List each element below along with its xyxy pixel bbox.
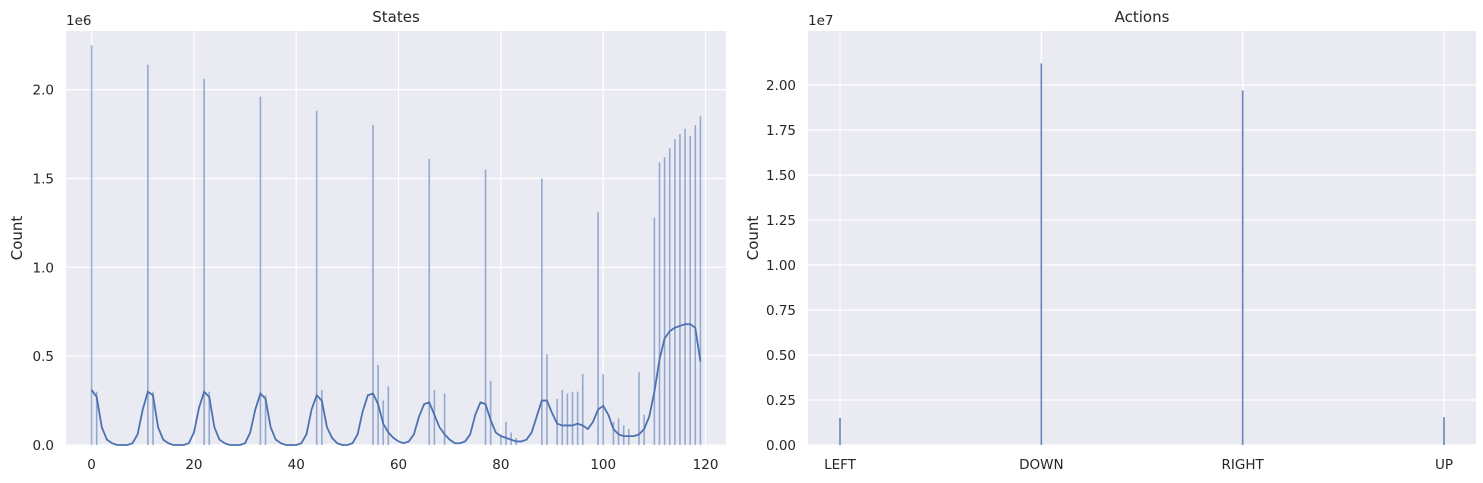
states-bar bbox=[576, 391, 579, 445]
actions-bar-up bbox=[1443, 417, 1445, 445]
states-y-tick-label: 1.5 bbox=[33, 171, 54, 187]
states-bar bbox=[602, 373, 605, 445]
states-kde-line bbox=[90, 323, 702, 446]
states-bar bbox=[259, 96, 262, 445]
states-bar bbox=[638, 372, 640, 445]
actions-bar-left bbox=[839, 418, 841, 445]
states-bar bbox=[679, 134, 681, 446]
states-x-tick-label: 0 bbox=[87, 457, 96, 473]
states-bar bbox=[372, 125, 374, 445]
states-bar bbox=[433, 389, 436, 445]
actions-y-tick-label: 1.25 bbox=[766, 213, 796, 229]
states-bar bbox=[566, 393, 569, 445]
states-bar bbox=[505, 421, 507, 445]
states-bar bbox=[147, 64, 149, 446]
actions-x-tick-label: LEFT bbox=[824, 457, 857, 473]
states-bar bbox=[663, 157, 666, 445]
states-bar bbox=[561, 389, 564, 445]
states-x-tick-label: 20 bbox=[185, 457, 202, 473]
states-x-tick-label: 100 bbox=[590, 457, 616, 473]
states-bar bbox=[684, 128, 686, 445]
states-bar bbox=[617, 418, 620, 445]
states-bars bbox=[90, 45, 702, 446]
states-bar bbox=[541, 178, 543, 446]
states-title: States bbox=[372, 8, 420, 26]
actions-y-offset-label: 1e7 bbox=[808, 13, 833, 29]
states-bar bbox=[597, 212, 599, 445]
states-y-tick-labels: 0.0 0.5 1.0 1.5 2.0 bbox=[33, 83, 54, 454]
states-x-tick-label: 120 bbox=[693, 457, 719, 473]
states-histogram-panel: 0 20 40 60 80 100 120 0.0 0.5 1.0 1.5 2.0 States C… bbox=[8, 8, 726, 473]
states-gridlines bbox=[66, 31, 726, 446]
states-bar bbox=[694, 125, 697, 445]
actions-y-axis-label: Count bbox=[744, 216, 762, 261]
states-bar bbox=[489, 381, 492, 445]
states-bar bbox=[315, 110, 318, 445]
states-bar bbox=[387, 386, 390, 445]
actions-x-tick-label: DOWN bbox=[1019, 457, 1063, 473]
states-bar bbox=[581, 373, 584, 445]
states-bar bbox=[152, 391, 154, 445]
states-y-tick-label: 0.0 bbox=[33, 438, 54, 454]
actions-y-tick-label: 1.75 bbox=[766, 123, 796, 139]
states-bar bbox=[428, 158, 431, 445]
actions-y-tick-label: 0.50 bbox=[766, 348, 796, 364]
actions-x-tick-label: RIGHT bbox=[1222, 457, 1265, 473]
states-plot-background bbox=[66, 31, 726, 445]
actions-y-tick-label: 0.75 bbox=[766, 303, 796, 319]
actions-title: Actions bbox=[1115, 8, 1170, 26]
states-y-tick-label: 2.0 bbox=[33, 83, 54, 99]
states-y-offset-label: 1e6 bbox=[66, 13, 91, 29]
states-bar bbox=[203, 78, 205, 446]
states-bar bbox=[500, 434, 502, 445]
states-bar bbox=[653, 217, 656, 445]
states-bar bbox=[443, 393, 446, 445]
actions-y-tick-label: 2.00 bbox=[766, 78, 796, 94]
states-x-tick-label: 80 bbox=[492, 457, 509, 473]
actions-x-tick-labels: LEFT DOWN RIGHT UP bbox=[824, 457, 1453, 473]
states-bar bbox=[484, 169, 487, 445]
states-x-tick-label: 40 bbox=[288, 457, 305, 473]
states-bar bbox=[699, 116, 702, 446]
actions-y-tick-label: 0.25 bbox=[766, 393, 796, 409]
actions-bar-right bbox=[1241, 90, 1244, 446]
states-bar bbox=[95, 391, 98, 445]
states-y-tick-label: 0.5 bbox=[33, 349, 54, 365]
states-y-axis-label: Count bbox=[8, 216, 26, 261]
actions-plot-background bbox=[808, 31, 1476, 445]
actions-histogram-panel: LEFT DOWN RIGHT UP 0.00 0.25 0.50 0.75 1.00 1.25… bbox=[744, 8, 1476, 473]
states-bar bbox=[674, 139, 676, 445]
states-bar bbox=[264, 395, 267, 445]
actions-y-tick-labels: 0.00 0.25 0.50 0.75 1.00 1.25 1.50 1.75 2.00 bbox=[766, 78, 796, 454]
actions-y-tick-label: 1.00 bbox=[766, 258, 796, 274]
actions-bar-down bbox=[1040, 63, 1043, 446]
states-bar bbox=[571, 391, 574, 445]
actions-y-tick-label: 1.50 bbox=[766, 168, 796, 184]
states-bar bbox=[612, 421, 615, 445]
states-x-tick-labels: 0 20 40 60 80 100 120 bbox=[87, 457, 718, 473]
actions-bars bbox=[839, 63, 1445, 446]
actions-x-tick-label: UP bbox=[1435, 457, 1453, 473]
states-bar bbox=[208, 391, 211, 445]
states-bar bbox=[689, 135, 691, 445]
states-bar bbox=[668, 148, 671, 445]
states-bar bbox=[658, 162, 661, 445]
states-bar bbox=[90, 45, 93, 445]
states-bar bbox=[321, 389, 323, 445]
states-y-tick-label: 1.0 bbox=[33, 260, 54, 276]
actions-y-tick-label: 0.00 bbox=[766, 438, 796, 454]
states-x-tick-label: 60 bbox=[390, 457, 407, 473]
